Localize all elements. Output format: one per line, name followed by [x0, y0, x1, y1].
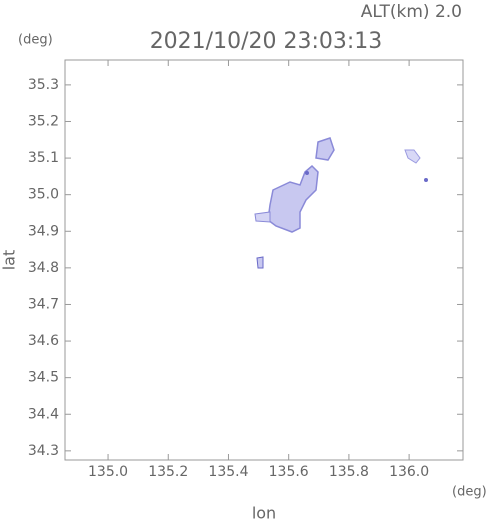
x-tick-label: 135.2: [148, 464, 188, 480]
altitude-label: ALT(km) 2.0: [361, 2, 462, 22]
echo-area: [305, 171, 309, 175]
y-tick-label: 35.1: [28, 150, 59, 166]
y-tick-label: 35.0: [28, 187, 59, 203]
y-tick-label: 35.2: [28, 113, 59, 129]
x-unit: (deg): [452, 485, 487, 500]
x-tick-label: 135.0: [88, 464, 128, 480]
echo-area: [254, 211, 271, 223]
y-tick-label: 34.7: [28, 296, 59, 312]
y-unit: (deg): [18, 33, 53, 48]
chart-title: 2021/10/20 23:03:13: [150, 29, 383, 54]
x-axis-label: lon: [252, 504, 276, 521]
echo-area: [267, 164, 319, 233]
x-tick-label: 135.4: [208, 464, 248, 480]
y-tick-label: 34.6: [28, 333, 59, 349]
x-tick-label: 135.6: [269, 464, 309, 480]
echo-area: [315, 137, 335, 161]
y-tick-label: 34.5: [28, 370, 59, 386]
y-tick-label: 34.9: [28, 223, 59, 239]
echo-areas: [254, 137, 428, 269]
echo-area: [256, 256, 264, 269]
y-tick-label: 34.8: [28, 260, 59, 276]
echo-area: [404, 149, 421, 164]
echo-area: [424, 178, 428, 182]
y-tick-label: 34.4: [28, 406, 59, 422]
y-axis-label: lat: [0, 250, 19, 271]
plot-frame: [64, 59, 464, 461]
y-tick-label: 35.3: [28, 77, 59, 93]
x-tick-label: 136.0: [389, 464, 429, 480]
x-tick-label: 135.8: [329, 464, 369, 480]
y-tick-label: 34.3: [28, 443, 59, 459]
